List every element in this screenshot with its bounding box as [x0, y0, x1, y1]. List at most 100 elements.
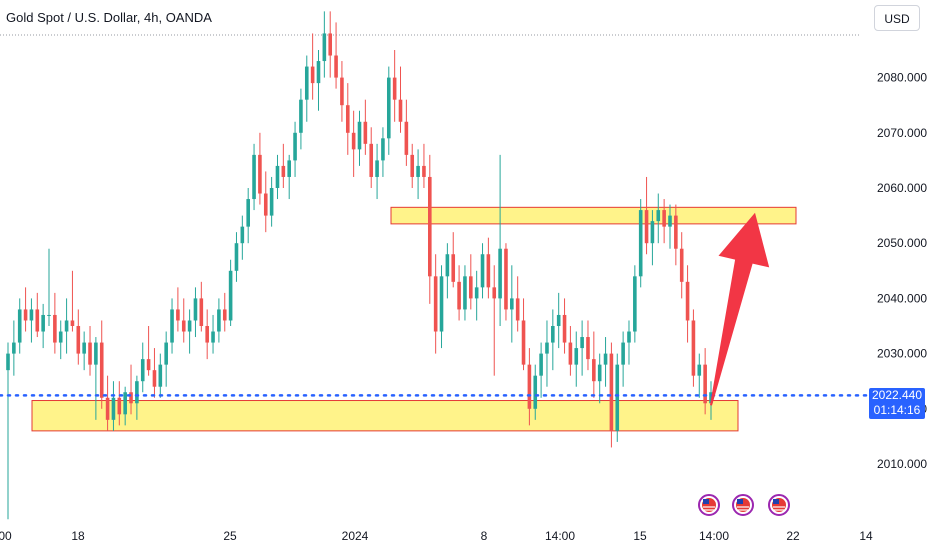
- candle: [551, 326, 555, 343]
- candle: [703, 364, 707, 404]
- candle: [293, 132, 297, 161]
- candle: [527, 364, 532, 409]
- candle: [539, 353, 543, 376]
- candle: [205, 326, 209, 343]
- currency-button[interactable]: USD: [874, 5, 920, 31]
- x-tick-label: 14:00: [699, 529, 729, 543]
- countdown-label: 01:14:16: [873, 403, 921, 417]
- candle: [76, 326, 81, 354]
- candle: [521, 320, 526, 365]
- candle: [64, 320, 69, 332]
- candle: [328, 33, 333, 56]
- candle: [263, 193, 268, 216]
- candle: [574, 348, 579, 365]
- candle: [6, 353, 10, 371]
- support-zone: [31, 400, 739, 432]
- candle: [23, 309, 28, 321]
- candle: [129, 392, 133, 404]
- candle: [662, 210, 666, 227]
- candle: [99, 342, 104, 398]
- candle: [627, 331, 631, 343]
- projection-arrow: [710, 212, 770, 406]
- candle: [586, 337, 590, 360]
- x-tick-label: 15: [633, 529, 647, 543]
- candle: [228, 270, 233, 321]
- candle: [422, 165, 426, 177]
- candle: [234, 243, 239, 271]
- resistance-zone: [390, 206, 797, 225]
- candle: [82, 342, 86, 354]
- candle: [679, 248, 684, 282]
- candle: [515, 298, 520, 321]
- x-tick-label: 18: [71, 529, 85, 543]
- candle: [304, 66, 309, 100]
- y-tick-label: 2040.000: [877, 291, 927, 305]
- candle: [340, 77, 344, 106]
- candle: [428, 176, 432, 277]
- candle: [269, 188, 274, 216]
- candle: [105, 397, 110, 420]
- candle: [275, 165, 280, 188]
- candle: [170, 309, 174, 343]
- candle: [404, 121, 409, 155]
- candle: [510, 298, 514, 310]
- candle: [463, 276, 467, 310]
- us-event-flag-icon[interactable]: [698, 494, 720, 516]
- x-tick-label: 14: [859, 529, 873, 543]
- candle: [310, 66, 315, 84]
- candle: [580, 337, 584, 349]
- candle: [135, 381, 139, 404]
- candle: [457, 281, 461, 310]
- chart-title: Gold Spot / U.S. Dollar, 4h, OANDA: [6, 10, 212, 25]
- candle: [644, 210, 649, 244]
- candle: [685, 281, 690, 321]
- candle: [140, 359, 145, 382]
- candle: [504, 248, 508, 310]
- candle: [603, 353, 608, 365]
- candle: [357, 121, 362, 150]
- candle: [211, 331, 215, 343]
- candle: [439, 276, 444, 332]
- y-tick-label: 2030.000: [877, 347, 927, 361]
- candle: [117, 397, 122, 415]
- y-tick-label: 2070.000: [877, 126, 927, 140]
- candle: [12, 342, 16, 354]
- candle: [345, 105, 350, 133]
- candle: [158, 364, 163, 387]
- candle: [152, 370, 157, 387]
- candle: [217, 309, 221, 332]
- candle: [480, 254, 485, 288]
- us-event-flag-icon[interactable]: [732, 494, 754, 516]
- x-tick-label: 22: [786, 529, 800, 543]
- candle: [674, 215, 678, 249]
- candle: [592, 359, 596, 382]
- candle: [123, 392, 127, 415]
- candle: [416, 165, 420, 177]
- candle: [222, 309, 227, 321]
- x-tick-label: 2024: [342, 529, 369, 543]
- candle: [53, 314, 57, 343]
- candle: [70, 320, 75, 326]
- candle: [17, 309, 22, 343]
- candle: [562, 314, 567, 343]
- candle: [386, 77, 391, 139]
- candle: [469, 276, 473, 299]
- candle: [433, 276, 438, 332]
- candle: [181, 320, 186, 332]
- us-event-flag-icon[interactable]: [768, 494, 790, 516]
- candle: [252, 154, 256, 200]
- candle: [445, 254, 450, 277]
- candle: [545, 342, 549, 354]
- y-tick-label: 2080.000: [877, 71, 927, 85]
- candle: [375, 160, 379, 177]
- candle: [299, 99, 303, 133]
- candle: [58, 331, 63, 343]
- candle: [88, 342, 92, 365]
- candle: [410, 154, 415, 177]
- flag-canton: [703, 499, 709, 504]
- candle: [240, 226, 245, 244]
- x-axis[interactable]: 7:00 18 25 2024 8 14:00 15 14:00 22 14: [0, 529, 873, 543]
- event-flags[interactable]: [698, 494, 790, 516]
- flag-canton: [737, 499, 743, 504]
